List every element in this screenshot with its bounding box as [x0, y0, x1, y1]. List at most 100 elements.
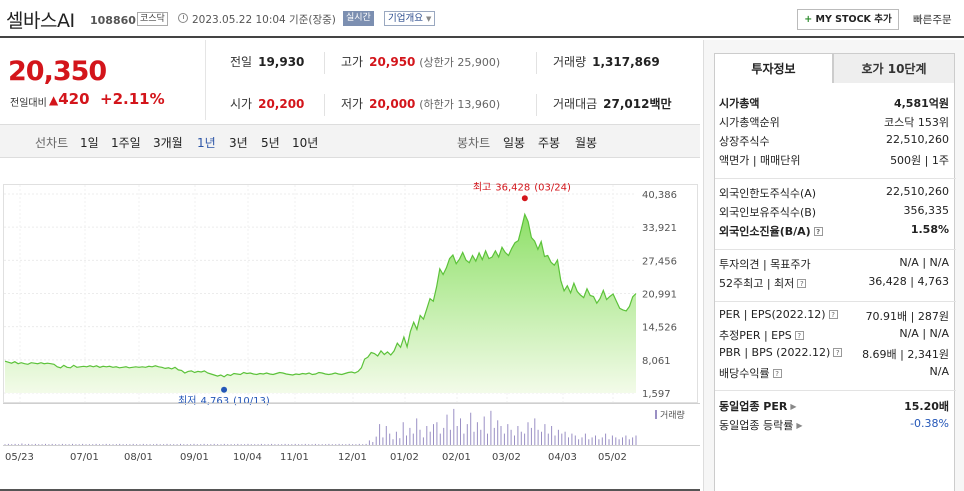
panel-row-label: 외국인보유주식수(B) — [719, 204, 816, 220]
quick-order-link[interactable]: 빠른주문 — [913, 14, 952, 26]
info-panel: 투자정보 호가 10단계 시가총액 4,581억원 시가총액순위 코스닥 153위 상장… — [703, 40, 964, 491]
help-icon[interactable]: ? — [794, 331, 804, 340]
company-info-label: 기업개요 — [388, 13, 423, 24]
tab-1y[interactable]: 1년 — [197, 136, 216, 150]
x-tick-label: 08/01 — [124, 452, 153, 463]
tab-3m[interactable]: 3개월 — [153, 136, 183, 150]
tab-weekly[interactable]: 주봉 — [538, 136, 561, 150]
lower-limit: (하한가 13,960) — [419, 98, 501, 111]
tab-monthly[interactable]: 월봉 — [575, 136, 598, 150]
help-icon[interactable]: ? — [833, 348, 843, 357]
help-icon[interactable]: ? — [813, 227, 823, 236]
tab-5y[interactable]: 5년 — [261, 136, 280, 150]
x-tick-label: 01/02 — [390, 452, 419, 463]
panel-row: 액면가 | 매매단위 500원 | 1주 — [719, 152, 949, 170]
panel-row-value: 코스닥 153위 — [884, 116, 949, 129]
tab-10y[interactable]: 10년 — [292, 136, 319, 150]
clock-icon — [178, 13, 188, 23]
panel-row-label[interactable]: 동일업종 등락률 ▶ — [719, 417, 803, 433]
up-triangle-icon: ▲ — [49, 93, 59, 107]
panel-row-label: 외국인한도주식수(A) — [719, 185, 816, 201]
panel-row-label-text: 추정PER | EPS — [719, 329, 792, 342]
add-mystock-button[interactable]: + MY STOCK 추가 — [797, 9, 899, 30]
low-marker — [221, 386, 228, 393]
tab-invest-info[interactable]: 투자정보 — [714, 53, 833, 84]
price-line — [4, 212, 637, 378]
tab-3y[interactable]: 3년 — [229, 136, 248, 150]
tab-orderbook[interactable]: 호가 10단계 — [833, 53, 955, 84]
prev-close-label: 전일 — [230, 55, 253, 69]
panel-row-label-text: 외국인보유주식수(B) — [719, 206, 817, 219]
panel-row-label: 52주최고 | 최저? — [719, 275, 807, 291]
panel-divider — [715, 301, 956, 302]
panel-row: 배당수익률? N/A — [719, 365, 949, 383]
x-tick-label: 03/02 — [492, 452, 521, 463]
panel-divider — [715, 390, 956, 391]
help-icon[interactable]: ? — [828, 310, 838, 319]
company-info-button[interactable]: 기업개요 ▼ — [384, 11, 436, 26]
current-price: 20,350 — [8, 56, 107, 87]
volume-label: 거래량 — [553, 55, 587, 69]
help-icon[interactable]: ? — [772, 369, 782, 378]
high-value: 20,950 — [369, 55, 416, 69]
volume-legend-swatch — [655, 410, 657, 419]
panel-row: 52주최고 | 최저? 36,428 | 4,763 — [719, 275, 949, 293]
panel-row-label-text: 상장주식수 — [719, 135, 770, 148]
price-area — [5, 214, 636, 393]
panel-row-value: 4,581억원 — [893, 97, 949, 110]
low-label: 저가 — [341, 97, 364, 111]
trade-amount: 거래대금 27,012백만 — [553, 95, 672, 112]
quote-grid: 전일 19,930 고가 20,950 (상한가 25,900) 거래량 1,317,… — [205, 40, 700, 120]
high-annotation: 최고 36,428 (03/24) — [473, 181, 571, 193]
panel-row: 시가총액 4,581억원 — [719, 95, 949, 113]
panel-row-label-text: 시가총액 — [719, 97, 760, 110]
panel-row-label-text: 동일업종 등락률 — [719, 419, 794, 432]
panel-row-label-text: PBR | BPS (2022.12) — [719, 346, 831, 359]
x-tick-label: 09/01 — [180, 452, 209, 463]
panel-row-value: 8.69배 | 2,341원 — [862, 348, 949, 361]
plus-icon: + — [804, 14, 813, 25]
realtime-badge[interactable]: 실시간 — [343, 11, 374, 26]
panel-row-label: 배당수익률? — [719, 365, 782, 381]
panel-row-label[interactable]: 동일업종 PER ▶ — [719, 398, 797, 414]
chevron-right-icon: ▶ — [790, 402, 797, 411]
panel-row-value: 36,428 | 4,763 — [868, 275, 949, 288]
diff-label: 전일대비 — [10, 98, 47, 109]
price-chart: 40,386 33,921 27,456 20,991 14,526 8,061 1,597… — [0, 158, 700, 491]
panel-row: PER | EPS(2022.12)? 70.91배 | 287원 — [719, 308, 949, 326]
panel-row-label-text: PER | EPS(2022.12) — [719, 308, 826, 321]
panel-row-label: 투자의견 | 목표주가 — [719, 256, 811, 272]
panel-divider — [715, 178, 956, 179]
prev-close: 전일 19,930 — [230, 53, 304, 70]
panel-row-value: 22,510,260 — [886, 133, 949, 146]
low-value: 20,000 — [369, 97, 416, 111]
x-tick-label: 05/02 — [598, 452, 627, 463]
tab-1w[interactable]: 1주일 — [111, 136, 141, 150]
y-tick-label: 27,456 — [642, 256, 677, 267]
open-price: 시가 20,200 — [230, 95, 304, 112]
invest-info-body: 시가총액 4,581억원 시가총액순위 코스닥 153위 상장주식수 22,510,260… — [714, 83, 956, 491]
tab-1d[interactable]: 1일 — [80, 136, 99, 150]
panel-row-value: N/A | N/A — [899, 256, 949, 269]
panel-row-label: 외국인소진율(B/A)? — [719, 223, 823, 239]
chevron-down-icon: ▼ — [426, 15, 432, 23]
market-badge: 코스닥 — [137, 12, 168, 26]
price-summary: 20,350 전일대비 ▲420 +2.11% — [0, 40, 205, 120]
panel-row-label-text: 외국인한도주식수(A) — [719, 187, 817, 200]
panel-row: PBR | BPS (2022.12)? 8.69배 | 2,341원 — [719, 346, 949, 364]
x-tick-label: 11/01 — [280, 452, 309, 463]
y-tick-label: 40,386 — [642, 190, 677, 201]
tab-daily[interactable]: 일봉 — [503, 136, 526, 150]
prev-close-value: 19,930 — [258, 55, 305, 69]
panel-row: 동일업종 PER ▶ 15.20배 — [719, 398, 949, 416]
panel-row-label-text: 액면가 | 매매단위 — [719, 154, 801, 167]
chevron-right-icon: ▶ — [796, 421, 803, 430]
high-annotation-part: 최고 — [473, 181, 491, 193]
header-bar: 셀바스AI 108860 코스닥 2023.05.22 10:04 기준(장중)… — [0, 0, 964, 38]
y-tick-label: 20,991 — [642, 290, 677, 301]
panel-row-label-text: 52주최고 | 최저 — [719, 277, 795, 290]
high-label: 고가 — [341, 55, 364, 69]
panel-row-value: 500원 | 1주 — [890, 154, 949, 167]
help-icon[interactable]: ? — [797, 279, 807, 288]
low-annotation-part: 4,763 — [200, 396, 229, 407]
